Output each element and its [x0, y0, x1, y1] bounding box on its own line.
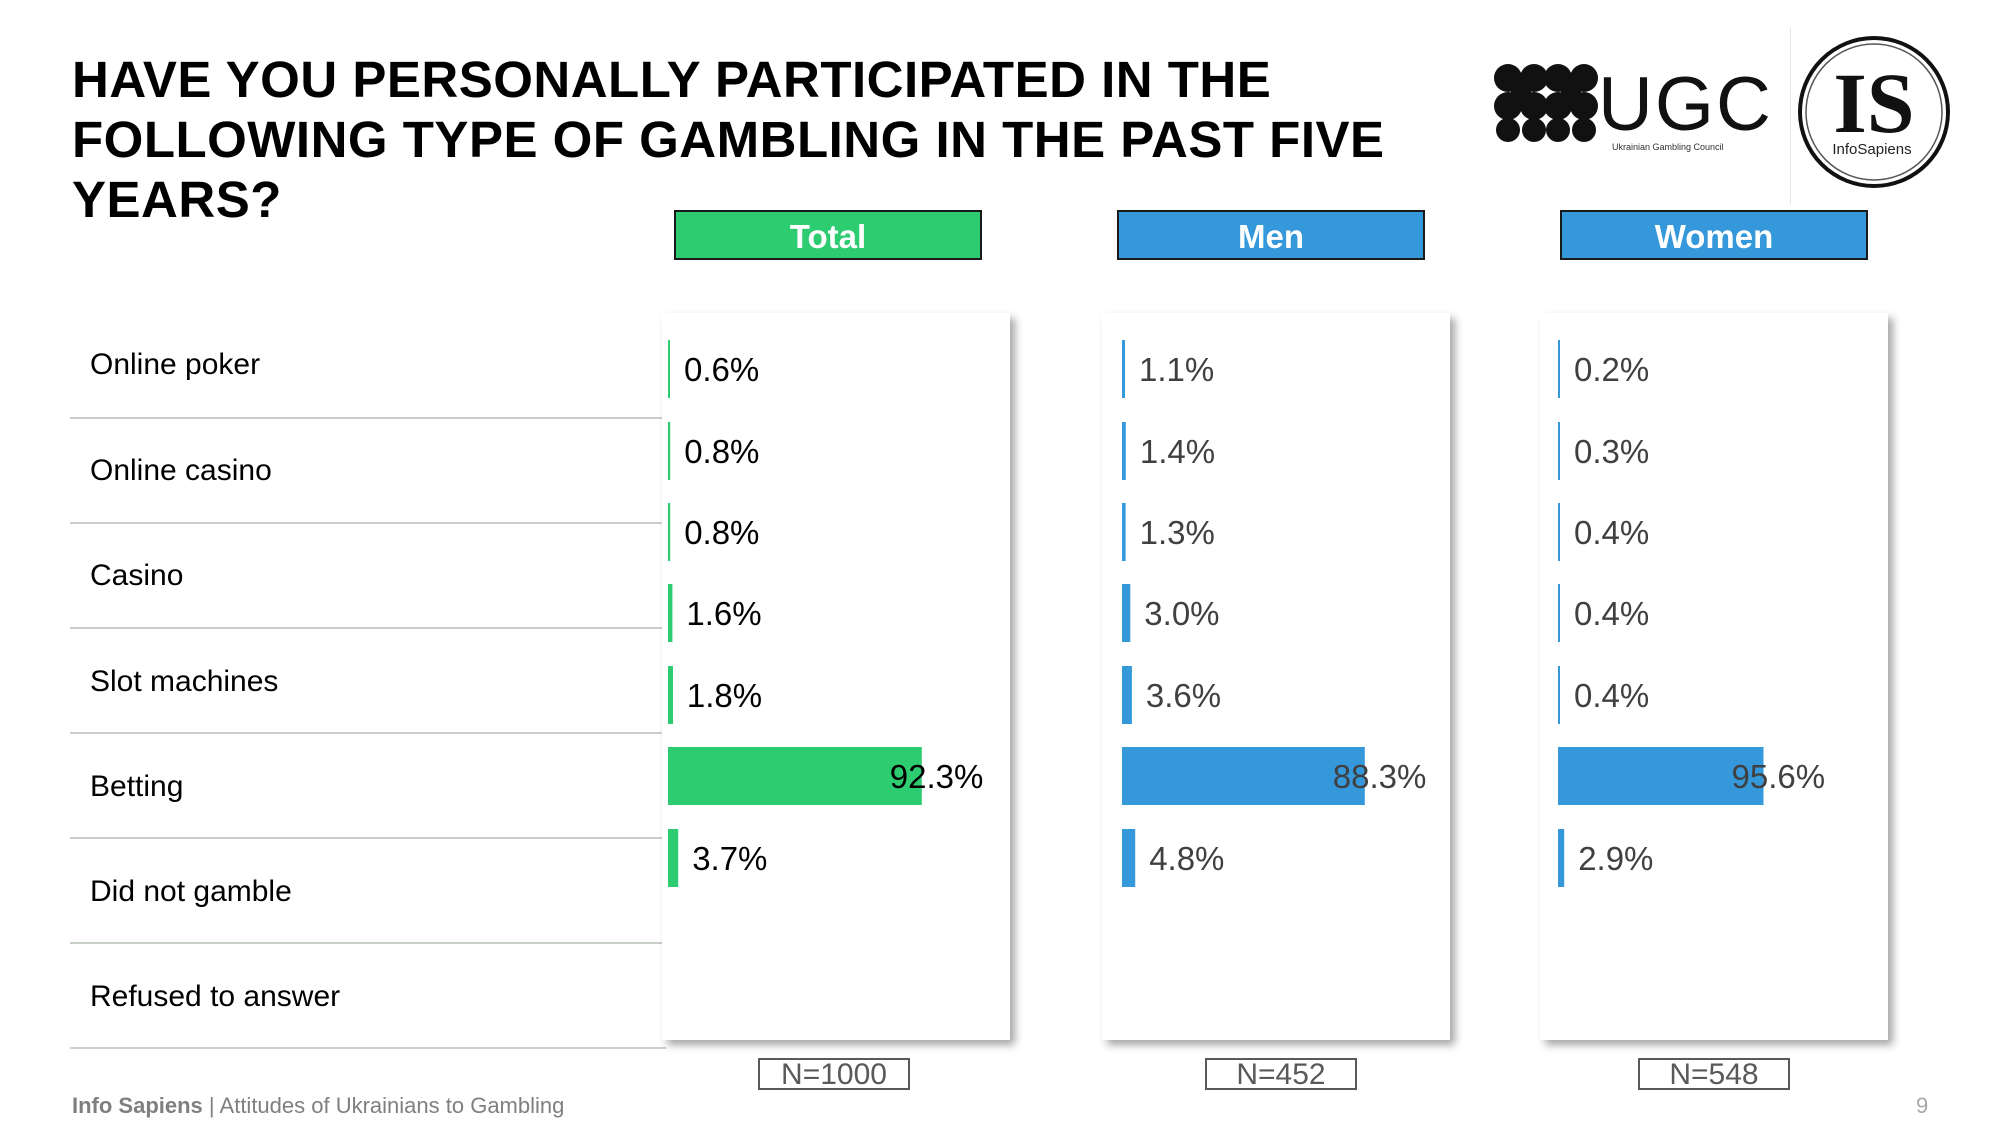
bar-total — [668, 422, 671, 480]
bar-men — [1122, 666, 1132, 724]
value-label-women: 95.6% — [1732, 758, 1826, 795]
value-label-total: 0.8% — [684, 433, 759, 470]
bar-total — [668, 666, 673, 724]
header-women: Women — [1560, 210, 1868, 260]
bar-women — [1558, 666, 1560, 724]
bar-men — [1122, 584, 1131, 642]
sample-size-total: N=1000 — [758, 1058, 910, 1090]
header-total: Total — [674, 210, 982, 260]
footer-text: Attitudes of Ukrainians to Gambling — [219, 1093, 565, 1118]
ugc-logo-subtitle: Ukrainian Gambling Council — [1612, 142, 1724, 152]
is-logo-subtitle: InfoSapiens — [1832, 141, 1911, 158]
value-label-men: 4.8% — [1149, 840, 1224, 877]
row-separator — [70, 417, 666, 419]
page-number: 9 — [1916, 1093, 1929, 1118]
bar-men — [1122, 422, 1126, 480]
value-label-women: 0.4% — [1574, 677, 1649, 714]
row-separator — [70, 732, 666, 734]
bar-women — [1558, 829, 1565, 887]
row-separator — [70, 522, 666, 524]
bar-men — [1122, 503, 1126, 561]
header-men: Men — [1117, 210, 1425, 260]
bar-total — [668, 584, 673, 642]
infosapiens-logo-icon: IS InfoSapiens — [1798, 36, 1950, 188]
category-label: Casino — [90, 559, 184, 592]
bar-women — [1558, 747, 1764, 805]
category-label: Online casino — [90, 454, 272, 487]
bar-women — [1558, 503, 1560, 561]
category-label: Did not gamble — [90, 875, 292, 908]
value-label-men: 88.3% — [1333, 758, 1427, 795]
category-label: Slot machines — [90, 665, 279, 698]
chart-panel-men: 1.1% 1.4% 1.3% 3.0% 3.6% 88.3% 4.8% — [1102, 313, 1450, 1040]
is-logo-text: IS — [1833, 55, 1914, 151]
value-label-women: 0.3% — [1574, 433, 1649, 470]
value-label-total: 1.6% — [686, 595, 761, 632]
logos: UGC Ukrainian Gambling Council IS InfoSa… — [1494, 36, 1950, 188]
category-label: Betting — [90, 770, 184, 803]
page-title: HAVE YOU PERSONALLY PARTICIPATED IN THE … — [72, 51, 1385, 228]
bar-total — [668, 503, 671, 561]
sample-size-women: N=548 — [1638, 1058, 1790, 1090]
value-label-men: 3.0% — [1144, 595, 1219, 632]
value-label-total: 0.6% — [684, 351, 759, 388]
row-separator — [70, 837, 666, 839]
bar-men — [1122, 829, 1136, 887]
logo-divider — [1790, 28, 1791, 204]
category-label: Refused to answer — [90, 980, 341, 1013]
bar-total — [668, 829, 679, 887]
value-label-women: 2.9% — [1578, 840, 1653, 877]
footer: Info Sapiens | Attitudes of Ukrainians t… — [72, 1093, 564, 1119]
row-separator — [70, 1047, 666, 1049]
footer-brand: Info Sapiens — [72, 1093, 203, 1118]
bar-total — [668, 747, 922, 805]
value-label-men: 1.3% — [1140, 514, 1215, 551]
value-label-women: 0.2% — [1574, 351, 1649, 388]
bar-men — [1122, 340, 1125, 398]
bar-men — [1122, 747, 1365, 805]
bar-chart-total: 0.6% 0.8% 0.8% 1.6% 1.8% 92.3% 3.7% — [668, 340, 984, 887]
value-label-men: 1.4% — [1140, 433, 1215, 470]
value-label-total: 1.8% — [687, 677, 762, 714]
value-label-women: 0.4% — [1574, 595, 1649, 632]
value-label-total: 92.3% — [890, 758, 984, 795]
value-label-total: 0.8% — [684, 514, 759, 551]
clover-logo-icon — [1494, 64, 1598, 142]
ugc-logo-text: UGC — [1598, 62, 1773, 147]
footer-separator: | — [202, 1093, 220, 1118]
bar-chart-men: 1.1% 1.4% 1.3% 3.0% 3.6% 88.3% 4.8% — [1122, 340, 1427, 887]
value-label-men: 1.1% — [1139, 351, 1214, 388]
value-label-women: 0.4% — [1574, 514, 1649, 551]
row-separator — [70, 942, 666, 944]
sample-size-men: N=452 — [1205, 1058, 1357, 1090]
bar-women — [1558, 584, 1560, 642]
bar-women — [1558, 422, 1560, 480]
category-label: Online poker — [90, 348, 261, 381]
bar-total — [668, 340, 670, 398]
chart-panel-total: 0.6% 0.8% 0.8% 1.6% 1.8% 92.3% 3.7% — [662, 313, 1010, 1040]
bar-women — [1558, 340, 1560, 398]
bar-chart-women: 0.2% 0.3% 0.4% 0.4% 0.4% 95.6% 2.9% — [1558, 340, 1826, 887]
value-label-total: 3.7% — [692, 840, 767, 877]
row-separator — [70, 627, 666, 629]
chart-panel-women: 0.2% 0.3% 0.4% 0.4% 0.4% 95.6% 2.9% — [1540, 313, 1888, 1040]
value-label-men: 3.6% — [1146, 677, 1221, 714]
